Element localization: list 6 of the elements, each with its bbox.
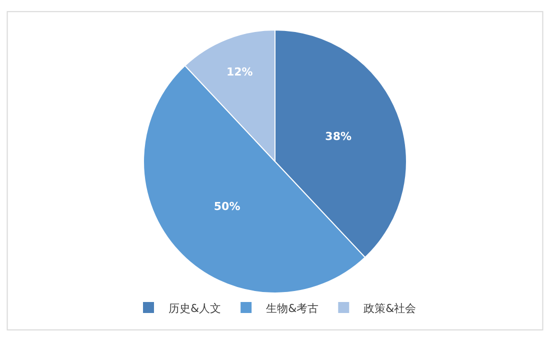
data-label: 12%	[226, 66, 253, 79]
data-label: 38%	[325, 130, 352, 143]
legend-label: 生物&考古	[266, 302, 319, 315]
legend-label: 历史&人文	[168, 302, 222, 315]
legend-label: 政策&社会	[364, 302, 416, 315]
data-label: 50%	[214, 200, 240, 214]
